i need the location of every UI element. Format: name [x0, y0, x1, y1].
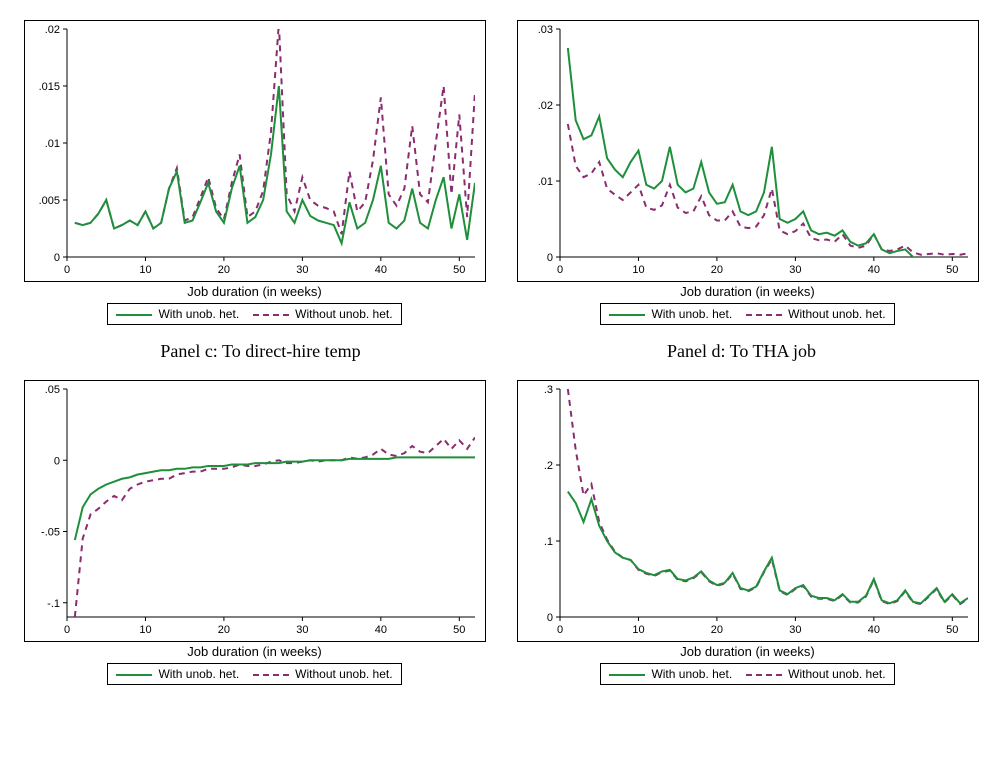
- xlabel-top-right: Job duration (in weeks): [680, 284, 814, 299]
- svg-text:30: 30: [789, 264, 801, 276]
- legend-top-right: With unob. het. Without unob. het.: [600, 303, 894, 325]
- plot-bottom-left: -.1 -.05 0 .05 0 10 20 30 40 50: [24, 380, 486, 642]
- xlabel-bottom-right: Job duration (in weeks): [680, 644, 814, 659]
- legend-item-s1: With unob. het.: [116, 307, 239, 321]
- xlabel-top-left: Job duration (in weeks): [187, 284, 321, 299]
- caption-row: Panel c: To direct-hire temp Panel d: To…: [20, 341, 982, 362]
- svg-text:50: 50: [946, 624, 958, 636]
- svg-text:.1: .1: [543, 536, 552, 548]
- legend-label-s1: With unob. het.: [158, 667, 239, 681]
- svg-text:40: 40: [867, 264, 879, 276]
- svg-text:40: 40: [867, 624, 879, 636]
- svg-text:30: 30: [296, 264, 308, 276]
- legend-item-s2: Without unob. het.: [253, 307, 392, 321]
- legend-label-s2: Without unob. het.: [788, 667, 885, 681]
- svg-text:.015: .015: [38, 81, 59, 93]
- svg-text:.01: .01: [44, 138, 59, 150]
- svg-text:.02: .02: [537, 100, 552, 112]
- svg-text:50: 50: [453, 624, 465, 636]
- svg-text:0: 0: [63, 264, 69, 276]
- legend-item-s2: Without unob. het.: [746, 667, 885, 681]
- svg-text:50: 50: [946, 264, 958, 276]
- svg-text:.3: .3: [543, 384, 552, 396]
- panel-top-left: 0 .005 .01 .015 .02 0 10 20 30 40 50 Job duration …: [20, 20, 489, 325]
- legend-label-s2: Without unob. het.: [295, 307, 392, 321]
- caption-panel-d: Panel d: To THA job: [501, 341, 982, 362]
- legend-item-s1: With unob. het.: [116, 667, 239, 681]
- legend-item-s2: Without unob. het.: [746, 307, 885, 321]
- svg-text:30: 30: [296, 624, 308, 636]
- legend-label-s2: Without unob. het.: [788, 307, 885, 321]
- legend-label-s1: With unob. het.: [158, 307, 239, 321]
- panel-bottom-right: 0 .1 .2 .3 0 10 20 30 40 50 Job duration (in week…: [513, 380, 982, 685]
- svg-text:20: 20: [710, 624, 722, 636]
- legend-item-s1: With unob. het.: [609, 307, 732, 321]
- legend-item-s2: Without unob. het.: [253, 667, 392, 681]
- svg-text:0: 0: [556, 264, 562, 276]
- svg-text:.005: .005: [38, 195, 59, 207]
- svg-text:0: 0: [53, 252, 59, 264]
- svg-text:30: 30: [789, 624, 801, 636]
- caption-panel-c: Panel c: To direct-hire temp: [20, 341, 501, 362]
- svg-text:10: 10: [632, 264, 644, 276]
- svg-text:.03: .03: [537, 24, 552, 36]
- svg-text:-.05: -.05: [41, 527, 60, 539]
- svg-text:10: 10: [139, 624, 151, 636]
- svg-text:50: 50: [453, 264, 465, 276]
- svg-text:0: 0: [556, 624, 562, 636]
- svg-text:0: 0: [546, 252, 552, 264]
- svg-text:.01: .01: [537, 176, 552, 188]
- plot-bottom-right: 0 .1 .2 .3 0 10 20 30 40 50: [517, 380, 979, 642]
- svg-text:0: 0: [546, 612, 552, 624]
- svg-text:40: 40: [374, 624, 386, 636]
- svg-text:20: 20: [710, 264, 722, 276]
- legend-label-s1: With unob. het.: [651, 667, 732, 681]
- chart-grid: 0 .005 .01 .015 .02 0 10 20 30 40 50 Job duration …: [20, 20, 982, 685]
- svg-text:20: 20: [217, 264, 229, 276]
- panel-bottom-left: -.1 -.05 0 .05 0 10 20 30 40 50 Job duration (in …: [20, 380, 489, 685]
- svg-text:.05: .05: [44, 384, 59, 396]
- svg-text:.2: .2: [543, 460, 552, 472]
- legend-bottom-left: With unob. het. Without unob. het.: [107, 663, 401, 685]
- xlabel-bottom-left: Job duration (in weeks): [187, 644, 321, 659]
- legend-label-s1: With unob. het.: [651, 307, 732, 321]
- svg-text:0: 0: [63, 624, 69, 636]
- legend-top-left: With unob. het. Without unob. het.: [107, 303, 401, 325]
- svg-text:20: 20: [217, 624, 229, 636]
- svg-text:40: 40: [374, 264, 386, 276]
- plot-top-right: 0 .01 .02 .03 0 10 20 30 40 50: [517, 20, 979, 282]
- plot-top-left: 0 .005 .01 .015 .02 0 10 20 30 40 50: [24, 20, 486, 282]
- svg-text:10: 10: [632, 624, 644, 636]
- svg-text:-.1: -.1: [47, 598, 60, 610]
- svg-text:10: 10: [139, 264, 151, 276]
- svg-text:0: 0: [53, 455, 59, 467]
- panel-top-right: 0 .01 .02 .03 0 10 20 30 40 50 Job duration (in w…: [513, 20, 982, 325]
- legend-bottom-right: With unob. het. Without unob. het.: [600, 663, 894, 685]
- legend-item-s1: With unob. het.: [609, 667, 732, 681]
- svg-text:.02: .02: [44, 24, 59, 36]
- legend-label-s2: Without unob. het.: [295, 667, 392, 681]
